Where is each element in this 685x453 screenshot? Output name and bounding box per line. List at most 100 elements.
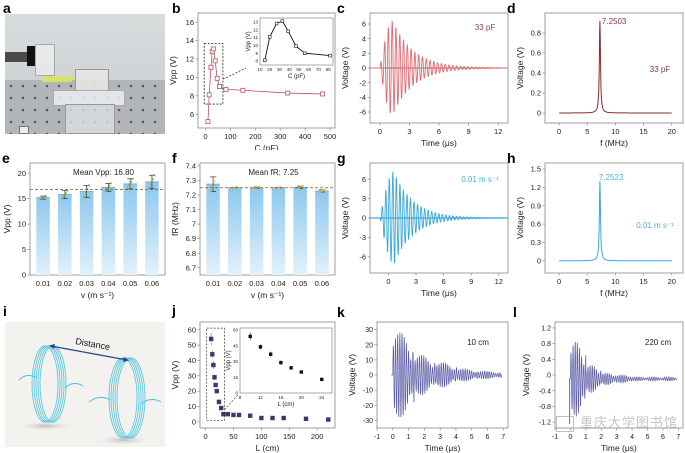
d-xtick-label: 15 bbox=[639, 127, 647, 136]
e-bar-1 bbox=[58, 194, 72, 275]
j-ytick-label: 20 bbox=[188, 387, 196, 396]
e-xtick-label: 0.02 bbox=[58, 279, 73, 288]
l-xlabel: Time (μs) bbox=[601, 443, 637, 453]
c-xtick-label: 3 bbox=[407, 127, 411, 136]
d-spectrum-line bbox=[559, 20, 672, 114]
j-point-14 bbox=[270, 415, 275, 421]
e-data-point bbox=[150, 182, 153, 185]
b-point-7 bbox=[217, 84, 222, 89]
c-ytick-label: 0 bbox=[362, 64, 366, 73]
j-inset-frame bbox=[239, 327, 333, 394]
g-xtick-label: 3 bbox=[414, 277, 418, 286]
j-point-16 bbox=[303, 416, 309, 421]
e-bar-0 bbox=[36, 197, 50, 275]
h-xtick-label: 15 bbox=[639, 277, 647, 286]
k-waveform bbox=[391, 332, 503, 418]
j-point-15 bbox=[281, 415, 286, 421]
f-xlabel: v (m s⁻¹) bbox=[251, 290, 284, 300]
d-xtick-label: 0 bbox=[557, 127, 561, 136]
j-ytick-label: 0 bbox=[192, 417, 196, 426]
panel-label-b: b bbox=[172, 0, 181, 16]
b-inset-xtick-label: 20 bbox=[267, 67, 273, 72]
panel-label-k: k bbox=[337, 304, 345, 320]
c-xtick-label: 12 bbox=[494, 127, 502, 136]
e-ytick-label: 5 bbox=[22, 245, 26, 254]
device-top bbox=[75, 69, 109, 93]
f-ytick-label: 7.2 bbox=[186, 191, 196, 200]
h-ytick-label: 1.5 bbox=[531, 165, 541, 174]
e-ytick-label: 10 bbox=[18, 220, 26, 229]
b-inset-point-0 bbox=[263, 58, 267, 63]
j-point-7 bbox=[218, 405, 224, 411]
h-ytick-label: 1.2 bbox=[531, 183, 541, 192]
field-arrows bbox=[18, 374, 162, 405]
c-xtick-label: 0 bbox=[378, 127, 382, 136]
j-inset-ytick-label: 15 bbox=[233, 375, 239, 380]
e-data-point bbox=[151, 178, 154, 181]
l-ytick-label: -1.2 bbox=[539, 420, 551, 427]
chart-l: l -1 0 1 2 3 4 5 6 7 -1.2 -0.8 -0.4 .0 0.4 0.8 1.2 Time (… bbox=[513, 304, 684, 453]
coil-shadow-left bbox=[15, 421, 75, 431]
g-ytick-label: -3 bbox=[359, 233, 366, 242]
b-point-2 bbox=[208, 64, 214, 70]
b-inset-ytick-label: 10 bbox=[253, 43, 259, 48]
g-ytick-label: 0 bbox=[362, 214, 366, 223]
panel-label-g: g bbox=[337, 150, 346, 166]
b-inset-xtick-label: 40 bbox=[287, 67, 293, 72]
e-data-point bbox=[61, 197, 64, 200]
h-ytick-label: 0.6 bbox=[531, 220, 541, 229]
b-ytick-label: 14 bbox=[186, 36, 194, 45]
j-inset-ytick-label: 45 bbox=[233, 343, 239, 348]
f-axes-frame bbox=[199, 162, 336, 276]
e-xtick-label: 0.04 bbox=[101, 279, 116, 288]
distance-arrowhead-right bbox=[123, 357, 129, 362]
e-data-point bbox=[104, 190, 108, 193]
k-xtick-label: 1 bbox=[407, 434, 411, 441]
c-xtick-label: 6 bbox=[437, 127, 441, 136]
b-xlabel: C (pF) bbox=[254, 143, 278, 150]
e-data-point bbox=[42, 195, 45, 199]
d-xlabel: f (MHz) bbox=[600, 138, 628, 148]
l-ytick-label: 0.4 bbox=[541, 357, 551, 364]
e-data-point bbox=[129, 180, 133, 183]
e-data-point bbox=[66, 189, 69, 192]
b-inset-xtick-label: 60 bbox=[306, 67, 312, 72]
e-data-point bbox=[84, 192, 87, 195]
f-xtick-label: 0.01 bbox=[206, 279, 221, 288]
f-bar-0 bbox=[206, 184, 220, 275]
e-data-point bbox=[153, 174, 156, 177]
f-bar-4 bbox=[293, 187, 307, 275]
b-inset-point-2 bbox=[274, 21, 279, 26]
e-data-point bbox=[44, 194, 47, 198]
e-xtick-label: 0.03 bbox=[79, 279, 94, 288]
b-xtick-label: 300 bbox=[274, 132, 287, 141]
b-inset-xtick-label: 50 bbox=[296, 67, 302, 72]
e-data-point bbox=[126, 187, 129, 190]
panel-label-c: c bbox=[337, 0, 345, 16]
f-bar-3 bbox=[271, 187, 286, 275]
b-point-10 bbox=[285, 90, 291, 96]
c-waveform bbox=[370, 21, 508, 114]
j-axes-frame bbox=[199, 321, 336, 429]
f-xtick-label: 0.04 bbox=[271, 279, 286, 288]
g-ytick-label: -6 bbox=[359, 252, 366, 261]
panel-label-a: a bbox=[3, 0, 11, 16]
coil-left bbox=[31, 345, 67, 423]
panel-label-l: l bbox=[513, 304, 517, 320]
f-xtick-label: 0.03 bbox=[249, 279, 264, 288]
j-inset-ylabel: Vpp (V) bbox=[226, 350, 232, 370]
j-xlabel: L (cm) bbox=[256, 443, 280, 453]
watermark-logo-icon bbox=[556, 415, 574, 432]
f-bar-5 bbox=[315, 190, 329, 275]
e-ytick-label: 20 bbox=[18, 169, 26, 178]
coil-shadow-right bbox=[93, 435, 153, 445]
f-ytick-label: 6.9 bbox=[186, 234, 196, 243]
b-inset-xtick-label: 80 bbox=[326, 67, 332, 72]
e-xtick-label: 0.05 bbox=[123, 279, 138, 288]
g-xtick-label: 9 bbox=[469, 277, 473, 286]
d-ytick-label: 0.2 bbox=[531, 89, 541, 98]
f-bar-2 bbox=[249, 187, 264, 275]
panel-label-j: j bbox=[171, 302, 176, 318]
